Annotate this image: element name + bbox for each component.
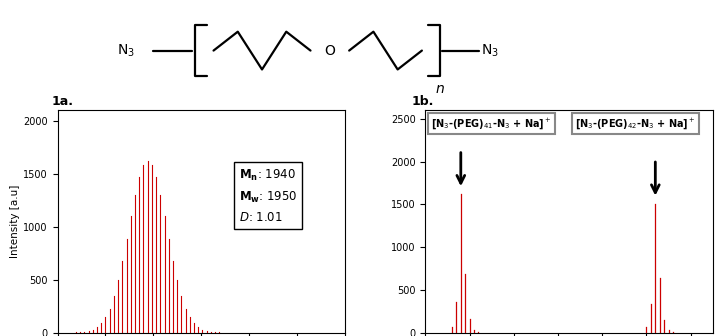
Text: 1a.: 1a. [52,95,74,108]
Y-axis label: Intensity [a.u]: Intensity [a.u] [11,185,20,258]
Text: 1b.: 1b. [411,95,433,108]
Text: n: n [435,82,444,96]
Text: O: O [324,44,335,57]
Text: N$_3$: N$_3$ [117,42,135,59]
Text: [N$_3$-(PEG)$_{41}$-N$_3$ + Na]$^+$: [N$_3$-(PEG)$_{41}$-N$_3$ + Na]$^+$ [431,116,552,131]
Text: $\mathbf{M_n}$: 1940
$\mathbf{M_w}$: 1950
$\mathbf{\it{D}}$: 1.01: $\mathbf{M_n}$: 1940 $\mathbf{M_w}$: 195… [238,168,297,224]
Text: N$_3$: N$_3$ [481,42,499,59]
Text: [N$_3$-(PEG)$_{42}$-N$_3$ + Na]$^+$: [N$_3$-(PEG)$_{42}$-N$_3$ + Na]$^+$ [575,116,696,131]
